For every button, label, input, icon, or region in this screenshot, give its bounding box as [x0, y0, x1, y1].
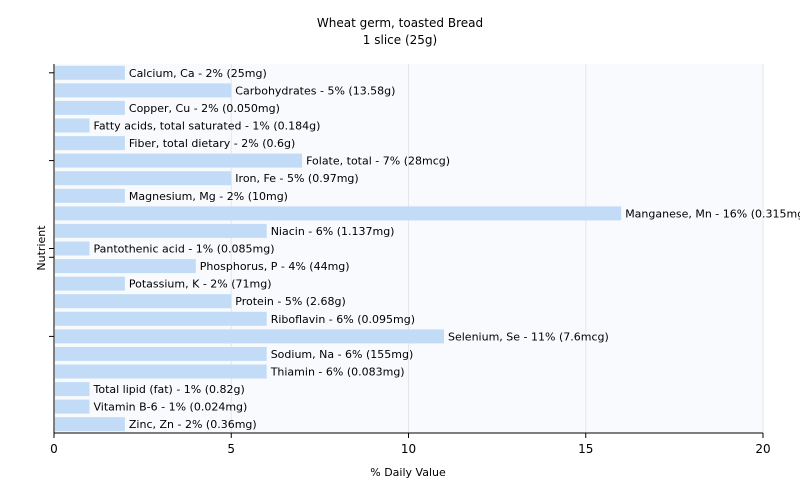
chart-title: Wheat germ, toasted Bread	[317, 16, 483, 30]
plot-area: Calcium, Ca - 2% (25mg) Carbohydrates - 5…	[49, 64, 800, 456]
bar	[55, 311, 267, 326]
bar	[55, 329, 444, 344]
bar	[55, 223, 267, 238]
bar	[55, 399, 90, 414]
bar-label: Riboflavin - 6% (0.095mg)	[271, 313, 415, 326]
bar	[55, 188, 125, 203]
bar	[55, 136, 125, 151]
x-tick-label: 10	[401, 442, 416, 456]
bar-label: Fatty acids, total saturated - 1% (0.184…	[94, 120, 321, 133]
bar-label: Pantothenic acid - 1% (0.085mg)	[94, 243, 275, 256]
chart-subtitle: 1 slice (25g)	[363, 33, 437, 47]
x-tick-label: 20	[755, 442, 770, 456]
bar	[55, 118, 90, 133]
bar	[55, 241, 90, 256]
bar	[55, 100, 125, 115]
bar	[55, 65, 125, 80]
bar-label: Copper, Cu - 2% (0.050mg)	[129, 102, 280, 115]
bars: Calcium, Ca - 2% (25mg) Carbohydrates - 5…	[55, 65, 800, 432]
x-tick-label: 15	[578, 442, 593, 456]
bar-label: Manganese, Mn - 16% (0.315mg)	[625, 207, 800, 220]
bar-label: Zinc, Zn - 2% (0.36mg)	[129, 418, 257, 431]
bar-label: Vitamin B-6 - 1% (0.024mg)	[94, 401, 248, 414]
bar-label: Selenium, Se - 11% (7.6mcg)	[448, 330, 609, 343]
bar	[55, 364, 267, 379]
bar	[55, 259, 196, 274]
bar-label: Sodium, Na - 6% (155mg)	[271, 348, 414, 361]
bar-label: Phosphorus, P - 4% (44mg)	[200, 260, 350, 273]
x-tick-label: 0	[50, 442, 58, 456]
bar-label: Protein - 5% (2.68g)	[235, 295, 346, 308]
bar	[55, 153, 303, 168]
x-ticks: 0 5 10 15 20	[50, 433, 771, 456]
bar-label: Carbohydrates - 5% (13.58g)	[235, 84, 395, 97]
bar-label: Niacin - 6% (1.137mg)	[271, 225, 395, 238]
bar-label: Fiber, total dietary - 2% (0.6g)	[129, 137, 295, 150]
bar-label: Calcium, Ca - 2% (25mg)	[129, 67, 267, 80]
bar-label: Magnesium, Mg - 2% (10mg)	[129, 190, 288, 203]
bar	[55, 382, 90, 397]
bar	[55, 276, 125, 291]
x-tick-label: 5	[227, 442, 235, 456]
bar-label: Iron, Fe - 5% (0.97mg)	[235, 172, 358, 185]
y-axis-title: Nutrient	[35, 225, 48, 271]
bar	[55, 417, 125, 432]
bar-label: Folate, total - 7% (28mcg)	[306, 155, 450, 168]
bar	[55, 294, 232, 309]
bar-label: Thiamin - 6% (0.083mg)	[270, 366, 405, 379]
bar	[55, 206, 622, 221]
bar-label: Total lipid (fat) - 1% (0.82g)	[93, 383, 245, 396]
bar	[55, 346, 267, 361]
bar	[55, 83, 232, 98]
bar	[55, 171, 232, 186]
bar-label: Potassium, K - 2% (71mg)	[129, 278, 272, 291]
x-axis-title: % Daily Value	[370, 466, 446, 479]
